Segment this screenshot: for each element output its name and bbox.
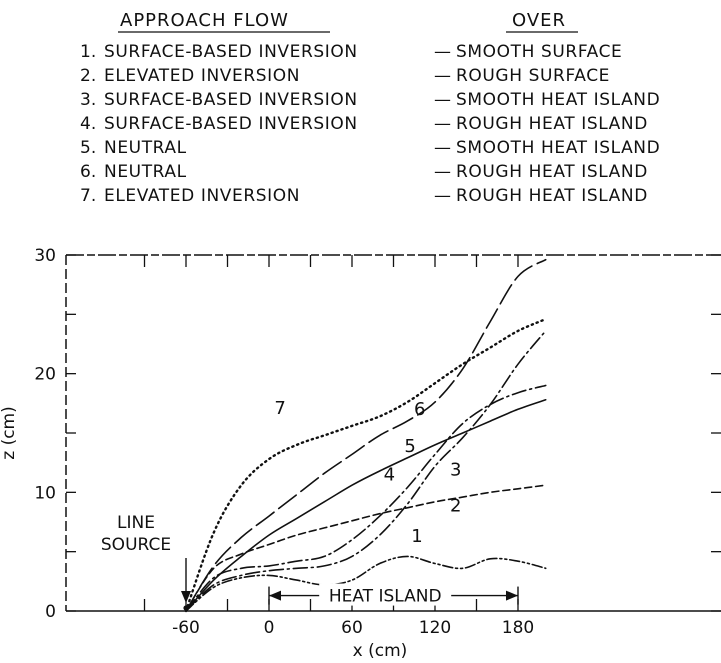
heat-island-arrowhead-right [505, 590, 518, 601]
line-source-point [183, 605, 189, 611]
series-line-4 [185, 384, 547, 612]
legend-item-over: ROUGH SURFACE [456, 66, 610, 86]
curve-label: 5 [404, 436, 415, 457]
y-axis-label: z (cm) [0, 406, 19, 460]
x-tick-label: 120 [419, 618, 451, 638]
legend-item-flow: NEUTRAL [104, 138, 187, 158]
legend-item: 7. ELEVATED INVERSION — ROUGH HEAT ISLAN… [80, 186, 648, 206]
legend-item-flow: SURFACE-BASED INVERSION [104, 114, 358, 134]
legend-item-number: 5. [80, 138, 96, 158]
legend-item-flow: SURFACE-BASED INVERSION [104, 90, 358, 110]
legend-item-flow: NEUTRAL [104, 162, 187, 182]
legend-item: 3. SURFACE-BASED INVERSION — SMOOTH HEAT… [80, 90, 660, 110]
series-line-7 [184, 317, 547, 613]
axis-ticks [66, 254, 721, 612]
y-tick-label: 20 [34, 365, 56, 385]
legend-item: 4. SURFACE-BASED INVERSION — ROUGH HEAT … [80, 114, 648, 134]
legend-item-over: ROUGH HEAT ISLAND [456, 162, 648, 182]
heat-island-label: HEAT ISLAND [329, 587, 442, 607]
legend-item-dash: — [434, 138, 451, 158]
y-tick-label: 30 [34, 246, 56, 266]
legend-header-over: OVER [512, 10, 566, 31]
series-line-1 [185, 555, 547, 612]
legend-item-flow: SURFACE-BASED INVERSION [104, 42, 358, 62]
legend-item: 2. ELEVATED INVERSION — ROUGH SURFACE [80, 66, 610, 86]
legend-item-number: 7. [80, 186, 96, 206]
legend-item-dash: — [434, 42, 451, 62]
line-source-arrowhead [181, 591, 192, 603]
legend-item-over: ROUGH HEAT ISLAND [456, 114, 648, 134]
legend-item: 6. NEUTRAL — ROUGH HEAT ISLAND [80, 162, 648, 182]
curve-label: 6 [414, 399, 425, 420]
legend-item-number: 4. [80, 114, 96, 134]
curve-label: 2 [450, 495, 461, 516]
legend-header-approach-flow: APPROACH FLOW [120, 10, 289, 31]
curve-label: 7 [274, 398, 285, 419]
series-line-2 [185, 484, 547, 612]
curve-label: 3 [450, 460, 461, 481]
line-source-label: LINE [117, 513, 155, 533]
legend-item-number: 1. [80, 42, 96, 62]
tick-labels: -60 0 60 120 180 0 10 20 30 [34, 246, 534, 638]
plot-frame [65, 254, 721, 612]
heat-island-arrowhead-left [269, 590, 281, 601]
x-tick-label: 0 [264, 618, 275, 638]
legend-item-dash: — [434, 90, 451, 110]
legend-item-flow: ELEVATED INVERSION [104, 66, 300, 86]
series-line-6 [185, 258, 547, 612]
legend-item-flow: ELEVATED INVERSION [104, 186, 300, 206]
series-line-3 [185, 330, 547, 612]
series-lines [184, 258, 547, 613]
x-tick-label: 60 [341, 618, 363, 638]
series-line-5 [185, 399, 547, 612]
x-tick-label: 180 [502, 618, 534, 638]
legend-list: 1. SURFACE-BASED INVERSION — SMOOTH SURF… [80, 42, 660, 206]
legend-item-over: SMOOTH HEAT ISLAND [456, 138, 660, 158]
legend-item-number: 6. [80, 162, 96, 182]
legend-item-dash: — [434, 186, 451, 206]
legend-item: 1. SURFACE-BASED INVERSION — SMOOTH SURF… [80, 42, 622, 62]
y-tick-label: 10 [34, 483, 56, 503]
legend-item-dash: — [434, 114, 451, 134]
legend-item-number: 3. [80, 90, 96, 110]
legend-item-dash: — [434, 162, 451, 182]
line-source-label: SOURCE [101, 535, 171, 555]
line-source-annotation: LINE SOURCE [101, 513, 192, 611]
heat-island-annotation: HEAT ISLAND [268, 583, 519, 607]
curve-labels: 1 2 3 45 6 7 [274, 398, 461, 547]
legend-item-over: SMOOTH HEAT ISLAND [456, 90, 660, 110]
heat-island-label-bg [319, 583, 452, 606]
x-axis-label: x (cm) [353, 641, 408, 661]
legend-item-over: SMOOTH SURFACE [456, 42, 622, 62]
curve-label: 1 [411, 526, 422, 547]
y-tick-label: 0 [45, 602, 56, 622]
x-tick-label: -60 [172, 618, 200, 638]
legend-item: 5. NEUTRAL — SMOOTH HEAT ISLAND [80, 138, 660, 158]
legend-item-number: 2. [80, 66, 96, 86]
legend-item-dash: — [434, 66, 451, 86]
legend-item-over: ROUGH HEAT ISLAND [456, 186, 648, 206]
curve-label: 4 [384, 464, 395, 485]
